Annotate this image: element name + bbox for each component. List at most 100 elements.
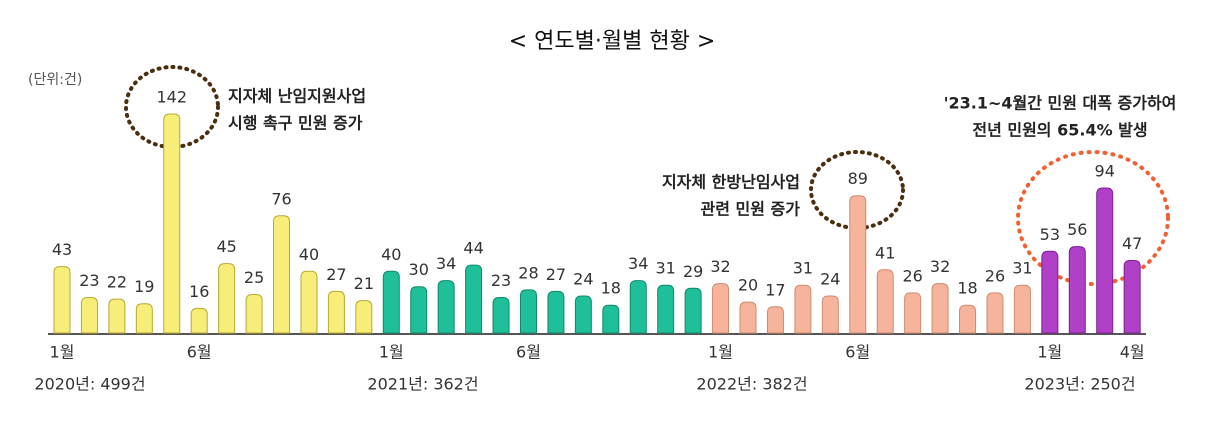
value-label: 26 bbox=[902, 266, 922, 285]
value-label: 41 bbox=[875, 243, 895, 262]
value-label: 40 bbox=[381, 245, 401, 264]
bar bbox=[190, 307, 208, 334]
value-label: 25 bbox=[244, 268, 264, 287]
value-label: 16 bbox=[189, 282, 209, 301]
bar bbox=[986, 292, 1004, 334]
bar bbox=[1123, 260, 1141, 334]
value-label: 94 bbox=[1095, 162, 1115, 181]
value-label: 53 bbox=[1040, 225, 1060, 244]
value-label: 31 bbox=[1012, 259, 1032, 278]
bar bbox=[1041, 250, 1059, 334]
x-tick-label: 1월 bbox=[50, 343, 75, 362]
bar bbox=[465, 264, 483, 334]
bar bbox=[904, 292, 922, 334]
annotation: 전년 민원의 65.4% 발생 bbox=[972, 121, 1147, 140]
group-label: 2021년: 362건 bbox=[367, 375, 478, 394]
value-label: 21 bbox=[354, 274, 374, 293]
bar bbox=[629, 280, 647, 334]
bar bbox=[574, 295, 592, 334]
value-label: 18 bbox=[957, 279, 977, 298]
bar bbox=[492, 297, 510, 334]
value-label: 23 bbox=[491, 271, 511, 290]
value-label: 47 bbox=[1122, 234, 1142, 253]
bar bbox=[163, 113, 181, 334]
value-label: 76 bbox=[271, 189, 291, 208]
value-label: 19 bbox=[134, 277, 154, 296]
value-label: 34 bbox=[436, 254, 456, 273]
x-tick-label: 6월 bbox=[187, 343, 212, 362]
bar bbox=[519, 289, 537, 334]
bar bbox=[327, 290, 345, 334]
highlight-circle bbox=[124, 65, 220, 149]
bar bbox=[53, 266, 71, 334]
value-label: 20 bbox=[738, 276, 758, 295]
bar bbox=[876, 269, 894, 334]
x-tick-label: 1월 bbox=[379, 343, 404, 362]
bar bbox=[437, 280, 455, 334]
bar bbox=[300, 270, 318, 334]
bar bbox=[739, 301, 757, 334]
group-label: 2020년: 499건 bbox=[34, 375, 145, 394]
value-label: 32 bbox=[930, 257, 950, 276]
group-label: 2023년: 250건 bbox=[1024, 375, 1135, 394]
value-label: 34 bbox=[628, 254, 648, 273]
bar bbox=[931, 283, 949, 334]
value-label: 22 bbox=[107, 273, 127, 292]
bar bbox=[135, 303, 153, 334]
x-tick-label: 1월 bbox=[1037, 343, 1062, 362]
annotation: '23.1~4월간 민원 대폭 증가하여 bbox=[944, 94, 1177, 113]
bar bbox=[684, 287, 702, 334]
bar bbox=[821, 295, 839, 334]
bar bbox=[547, 290, 565, 334]
bar bbox=[1068, 246, 1086, 334]
value-label: 27 bbox=[326, 265, 346, 284]
unit-label: (단위:건) bbox=[28, 72, 82, 88]
bar bbox=[218, 263, 236, 334]
x-tick-label: 6월 bbox=[516, 343, 541, 362]
bar bbox=[657, 284, 675, 334]
value-label: 56 bbox=[1067, 220, 1087, 239]
value-label: 45 bbox=[216, 237, 236, 256]
value-label: 142 bbox=[156, 88, 187, 107]
value-label: 26 bbox=[985, 266, 1005, 285]
bar bbox=[410, 286, 428, 334]
value-label: 40 bbox=[299, 245, 319, 264]
bar bbox=[794, 284, 812, 334]
value-label: 28 bbox=[518, 263, 538, 282]
value-label: 18 bbox=[601, 279, 621, 298]
bar bbox=[273, 215, 291, 334]
value-label: 32 bbox=[710, 257, 730, 276]
value-label: 43 bbox=[52, 240, 72, 259]
bar bbox=[712, 283, 730, 334]
value-label: 27 bbox=[546, 265, 566, 284]
bar bbox=[108, 298, 126, 334]
value-label: 89 bbox=[848, 169, 868, 188]
annotation: 지자체 한방난임사업 bbox=[662, 173, 800, 192]
chart-title: < 연도별·월별 현황 > bbox=[509, 29, 716, 54]
x-tick-label: 6월 bbox=[845, 343, 870, 362]
highlight-circle bbox=[1016, 150, 1170, 286]
x-tick-label: 4월 bbox=[1120, 343, 1145, 362]
value-label: 44 bbox=[463, 239, 483, 258]
bar bbox=[355, 300, 373, 334]
bar bbox=[245, 293, 263, 334]
value-label: 29 bbox=[683, 262, 703, 281]
bar bbox=[766, 306, 784, 334]
value-label: 17 bbox=[765, 280, 785, 299]
x-tick-label: 1월 bbox=[708, 343, 733, 362]
bar bbox=[959, 304, 977, 334]
bar bbox=[849, 195, 867, 334]
value-label: 30 bbox=[409, 260, 429, 279]
annotation: 관련 민원 증가 bbox=[701, 200, 801, 219]
annotation: 지자체 난임지원사업 bbox=[228, 87, 366, 106]
value-label: 31 bbox=[656, 259, 676, 278]
group-label: 2022년: 382건 bbox=[696, 375, 807, 394]
value-label: 31 bbox=[793, 259, 813, 278]
bar bbox=[1013, 284, 1031, 334]
bar bbox=[1096, 187, 1114, 334]
value-label: 23 bbox=[79, 271, 99, 290]
bar bbox=[80, 297, 98, 334]
value-label: 24 bbox=[573, 269, 593, 288]
